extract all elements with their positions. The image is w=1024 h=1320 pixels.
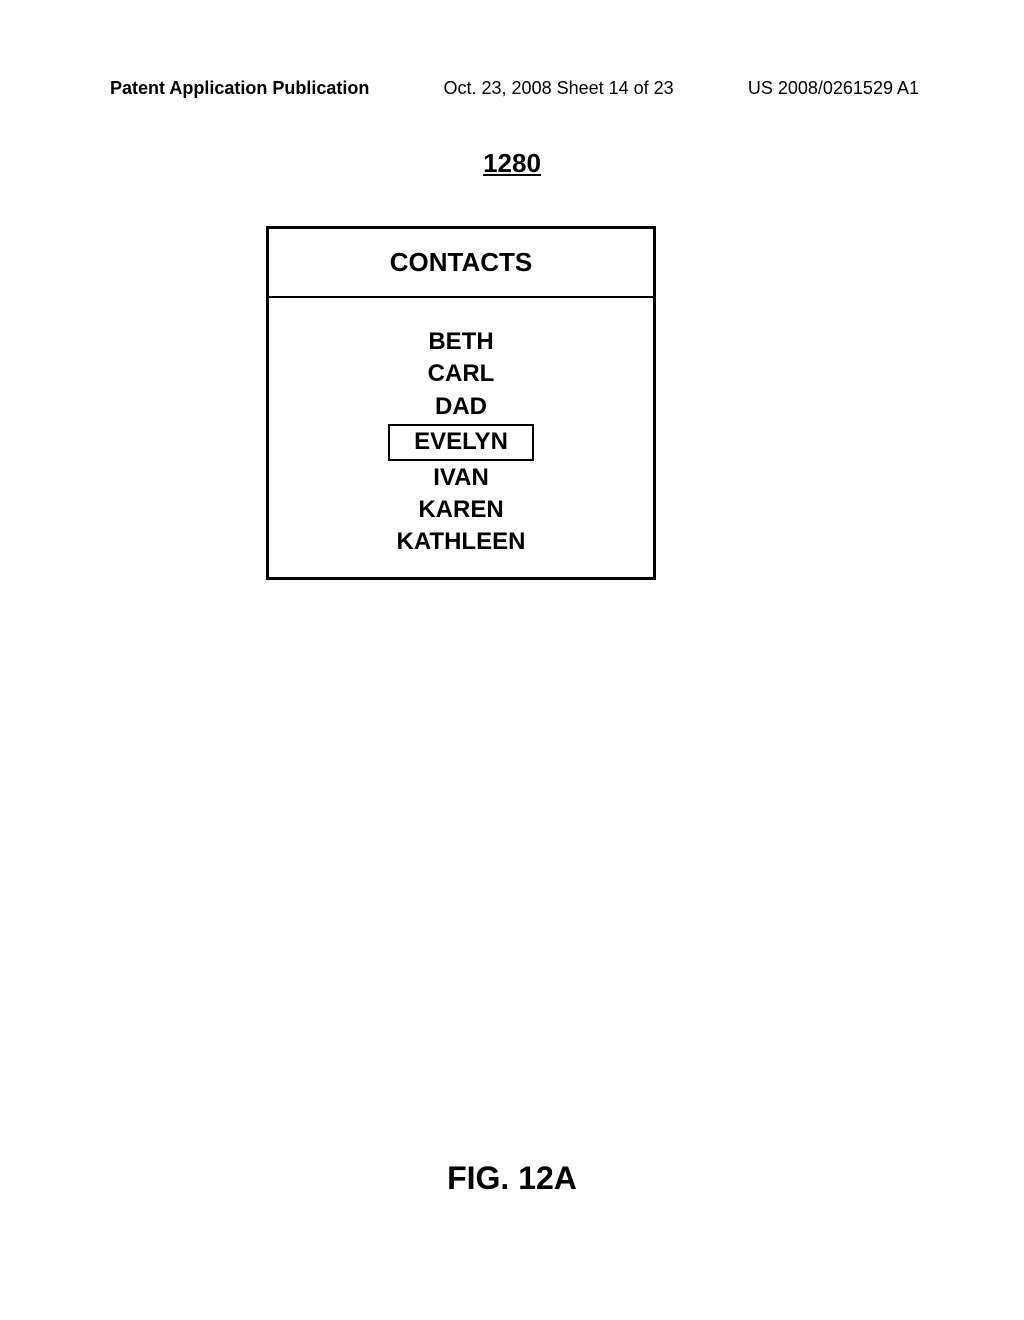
- contacts-title: CONTACTS: [269, 229, 653, 298]
- contact-item[interactable]: DAD: [425, 391, 497, 423]
- reference-number: 1280: [483, 148, 541, 179]
- header-patent-number: US 2008/0261529 A1: [748, 78, 919, 99]
- contact-item[interactable]: BETH: [418, 326, 503, 358]
- contact-item[interactable]: KATHLEEN: [387, 526, 536, 558]
- page-header: Patent Application Publication Oct. 23, …: [0, 78, 1024, 99]
- contact-item[interactable]: CARL: [418, 358, 505, 390]
- header-date-sheet: Oct. 23, 2008 Sheet 14 of 23: [444, 78, 674, 99]
- contacts-list: BETH CARL DAD EVELYN IVAN KAREN KATHLEEN: [269, 298, 653, 577]
- header-publication: Patent Application Publication: [110, 78, 369, 99]
- contact-item[interactable]: IVAN: [423, 462, 499, 494]
- contacts-panel: CONTACTS BETH CARL DAD EVELYN IVAN KAREN…: [266, 226, 656, 580]
- contact-item-selected[interactable]: EVELYN: [388, 424, 534, 460]
- figure-label: FIG. 12A: [447, 1160, 577, 1197]
- contact-item[interactable]: KAREN: [408, 494, 513, 526]
